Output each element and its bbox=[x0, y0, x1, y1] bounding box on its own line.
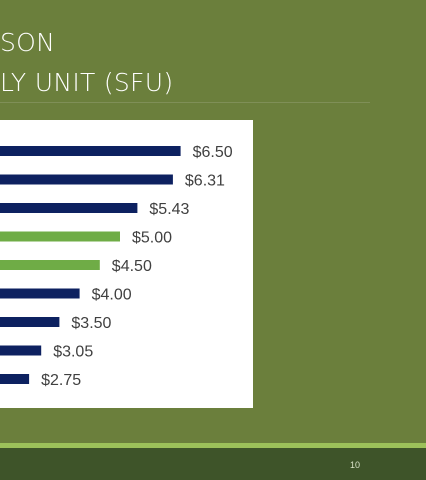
bar-value-label-0: $6.50 bbox=[193, 144, 233, 161]
page-number: 10 bbox=[350, 460, 361, 470]
title-underline bbox=[0, 102, 370, 103]
bar-value-label-3: $5.00 bbox=[132, 230, 172, 247]
slide-title-line-2: LY UNIT (SFU) bbox=[0, 68, 174, 97]
bar-value-label-4: $4.50 bbox=[112, 258, 152, 275]
slide-title-line-1: SON bbox=[0, 28, 56, 57]
bar-3 bbox=[0, 231, 120, 242]
bar-1 bbox=[0, 174, 173, 185]
chart-panel: $6.50 $6.31 $5.43 $5.00 $4.50 $4.00 $3.50 $3.05… bbox=[0, 120, 253, 408]
bar-0 bbox=[0, 146, 181, 156]
bar-2 bbox=[0, 203, 138, 213]
bar-8 bbox=[0, 374, 30, 384]
bar-value-label-2: $5.43 bbox=[149, 201, 189, 218]
bar-value-label-7: $3.05 bbox=[53, 344, 93, 361]
bar-4 bbox=[0, 260, 100, 270]
bar-5 bbox=[0, 288, 80, 299]
bar-value-label-1: $6.31 bbox=[185, 173, 225, 190]
footer-bar bbox=[0, 448, 426, 480]
bar-chart: $6.50 $6.31 $5.43 $5.00 $4.50 $4.00 $3.50 $3.05… bbox=[0, 144, 233, 389]
bar-7 bbox=[0, 345, 42, 356]
bar-value-label-8: $2.75 bbox=[41, 372, 81, 389]
bar-6 bbox=[0, 317, 60, 327]
bar-value-label-5: $4.00 bbox=[92, 287, 132, 304]
footer-stripe bbox=[0, 443, 426, 448]
bar-value-label-6: $3.50 bbox=[71, 315, 111, 332]
